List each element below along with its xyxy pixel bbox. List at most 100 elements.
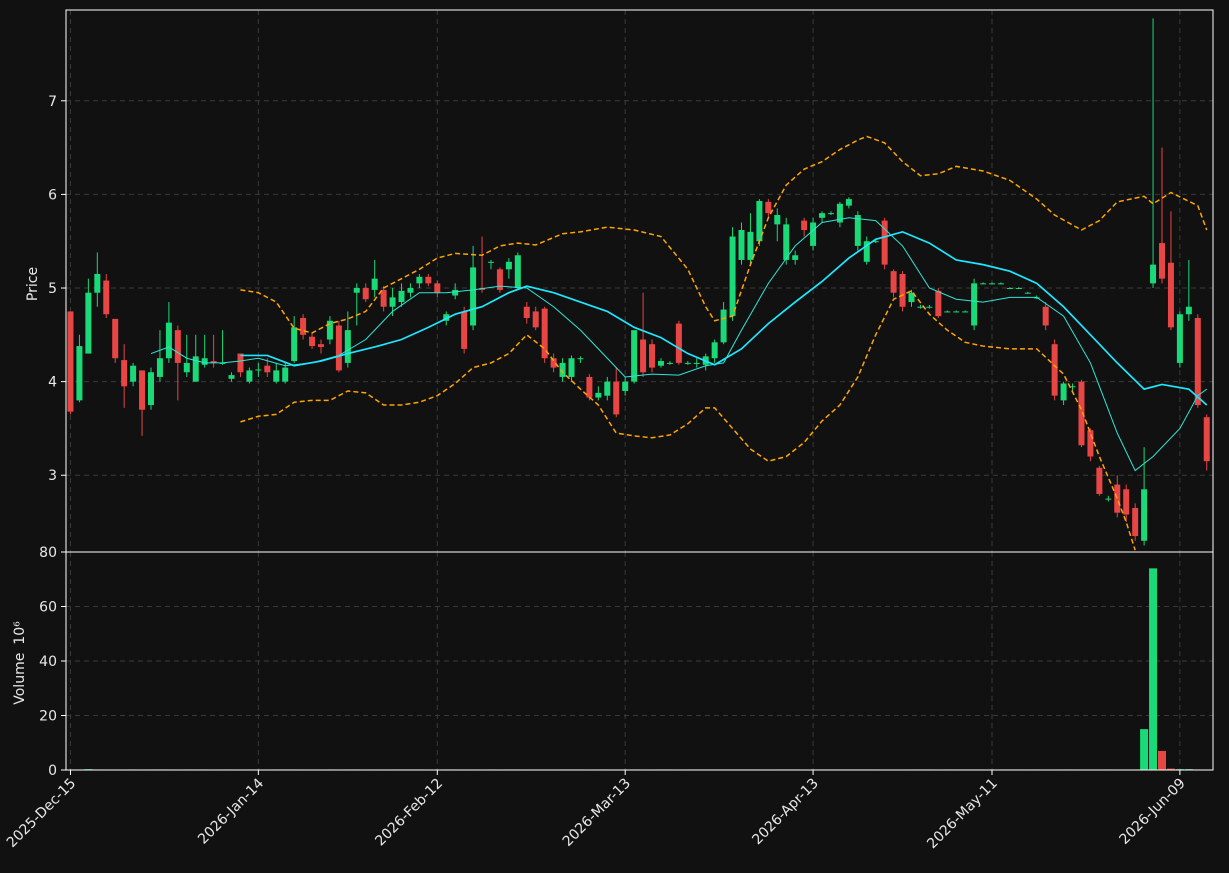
candle-body (94, 273, 101, 293)
candle-body (1024, 292, 1031, 294)
candle-body (657, 361, 664, 366)
candle-body (792, 255, 799, 260)
candle-body (1006, 288, 1013, 290)
candle-body (1185, 306, 1192, 315)
candle-body (559, 362, 566, 377)
volume-bar (1149, 568, 1158, 770)
candle-body (631, 330, 638, 382)
candle-body (246, 370, 253, 382)
candle-body (1123, 489, 1130, 515)
y-tick-label: 7 (48, 94, 57, 110)
volume-bar (1140, 729, 1149, 770)
candle-body (1141, 489, 1148, 541)
candle-body (1078, 381, 1085, 446)
candle-body (756, 200, 763, 242)
candle-body (300, 317, 307, 335)
volume-label: Volume (12, 653, 28, 705)
candle-body (76, 346, 83, 401)
candle-body (604, 381, 611, 396)
candle-body (174, 330, 181, 363)
candle-body (309, 336, 316, 347)
candle-body (1132, 508, 1139, 537)
candle-body (801, 220, 808, 230)
candle-body (121, 360, 128, 387)
candle-body (738, 229, 745, 260)
candle-body (85, 292, 92, 354)
candle-body (371, 278, 378, 290)
candle-body (863, 241, 870, 262)
candle-body (264, 365, 271, 373)
candle-body (514, 255, 521, 289)
candle-body (103, 280, 110, 315)
candle-body (1167, 262, 1174, 328)
candle-body (747, 231, 754, 260)
candle-body (997, 283, 1004, 285)
candle-body (819, 213, 826, 218)
candle-body (720, 309, 727, 343)
candle-body (1150, 264, 1157, 284)
candle-body (971, 283, 978, 326)
candle-body (1194, 317, 1201, 406)
candle-body (899, 273, 906, 307)
candle-body (407, 288, 414, 293)
y-tick-label: 40 (39, 654, 57, 670)
indicator-line (240, 289, 1136, 551)
candle-body (827, 213, 834, 215)
y-tick-label: 60 (39, 600, 57, 616)
candle-body (729, 236, 736, 317)
candle-body (496, 269, 503, 290)
candle-body (693, 362, 700, 364)
candle-body (344, 330, 351, 363)
candle-body (112, 318, 119, 359)
candle-body (380, 289, 387, 307)
candle-body (228, 375, 235, 379)
y-tick-label: 5 (48, 281, 57, 297)
candle-body (532, 311, 539, 328)
candle-body (684, 362, 691, 364)
candle-body (953, 311, 960, 313)
candle-body (666, 362, 673, 364)
candle-body (541, 308, 548, 359)
candle-body (139, 370, 146, 410)
candle-body (326, 320, 333, 340)
candle-body (183, 362, 190, 373)
candle-body (1087, 430, 1094, 457)
candle-body (962, 311, 969, 313)
y-tick-label: 4 (48, 375, 57, 391)
y-tick-label: 20 (39, 709, 57, 725)
candle-body (416, 276, 423, 284)
candle-body (854, 215, 861, 246)
candle-body (156, 358, 163, 377)
candle-body (210, 361, 217, 363)
candle-body (675, 323, 682, 363)
candle-body (783, 224, 790, 260)
candle-body (291, 327, 298, 362)
candle-body (461, 311, 468, 349)
candle-body (917, 306, 924, 308)
candle-body (434, 283, 441, 293)
candle-body (980, 283, 987, 285)
candle-body (362, 288, 369, 300)
candle-body (505, 261, 512, 270)
volume-offset-text: 10⁶ (12, 621, 28, 645)
candle-body (1042, 306, 1049, 326)
y-tick-label: 0 (48, 763, 57, 779)
candle-body (147, 372, 154, 406)
candle-body (317, 344, 324, 347)
candle-body (1015, 288, 1022, 290)
candle-body (389, 297, 396, 307)
candle-body (836, 203, 843, 223)
indicator-line (240, 230, 1208, 406)
candle-body (487, 261, 494, 263)
candle-body (1060, 383, 1067, 401)
candle-body (550, 358, 557, 368)
candle-body (237, 353, 244, 373)
candle-body (425, 276, 432, 284)
y-tick-label: 3 (48, 468, 57, 484)
candle-body (944, 311, 951, 313)
candle-body (130, 365, 137, 382)
volume-bar (1158, 750, 1167, 770)
candle-body (1176, 314, 1183, 363)
candle-body (577, 358, 584, 360)
candle-body (1105, 498, 1112, 500)
